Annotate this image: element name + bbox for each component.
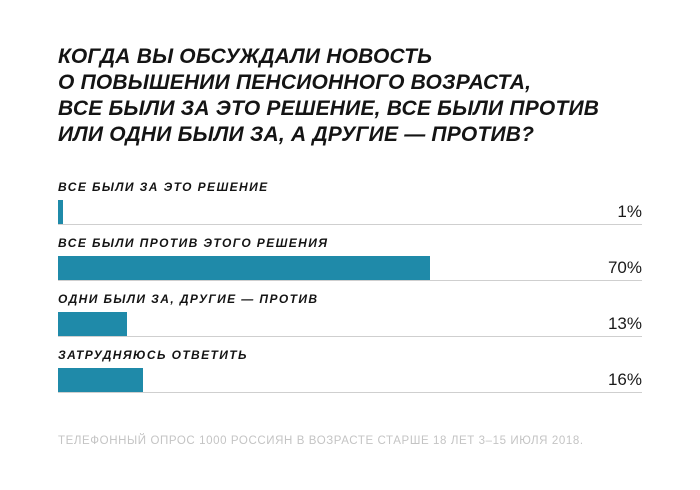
- chart-title-line-2: О ПОВЫШЕНИИ ПЕНСИОННОГО ВОЗРАСТА,: [58, 71, 532, 94]
- category-label-all-against: ВСЕ БЫЛИ ПРОТИВ ЭТОГО РЕШЕНИЯ: [58, 236, 329, 250]
- value-label-undecided: 16%: [607, 370, 642, 389]
- survey-footnote: ТЕЛЕФОННЫЙ ОПРОС 1000 РОССИЯН В ВОЗРАСТЕ…: [58, 435, 584, 447]
- bar-all-for: [58, 200, 63, 224]
- bar-mixed: [58, 312, 127, 336]
- chart-title-line-3: ВСЕ БЫЛИ ЗА ЭТО РЕШЕНИЕ, ВСЕ БЫЛИ ПРОТИВ: [58, 97, 600, 120]
- chart-title-line-1: КОГДА ВЫ ОБСУЖДАЛИ НОВОСТЬ: [58, 45, 433, 68]
- chart-title: КОГДА ВЫ ОБСУЖДАЛИ НОВОСТЬ О ПОВЫШЕНИИ П…: [58, 44, 658, 148]
- value-label-all-against: 70%: [607, 258, 642, 277]
- value-label-mixed: 13%: [607, 314, 642, 333]
- bar-undecided: [58, 368, 143, 392]
- category-label-undecided: ЗАТРУДНЯЮСЬ ОТВЕТИТЬ: [58, 348, 248, 362]
- category-label-mixed: ОДНИ БЫЛИ ЗА, ДРУГИЕ — ПРОТИВ: [58, 292, 319, 306]
- bar-track-all-against: 70%: [58, 256, 642, 281]
- chart-title-line-4: ИЛИ ОДНИ БЫЛИ ЗА, А ДРУГИЕ — ПРОТИВ?: [58, 123, 535, 146]
- value-label-all-for: 1%: [617, 202, 642, 221]
- bar-track-undecided: 16%: [58, 368, 642, 393]
- bar-all-against: [58, 256, 430, 280]
- bar-track-all-for: 1%: [58, 200, 642, 225]
- bar-track-mixed: 13%: [58, 312, 642, 337]
- category-label-all-for: ВСЕ БЫЛИ ЗА ЭТО РЕШЕНИЕ: [58, 180, 269, 194]
